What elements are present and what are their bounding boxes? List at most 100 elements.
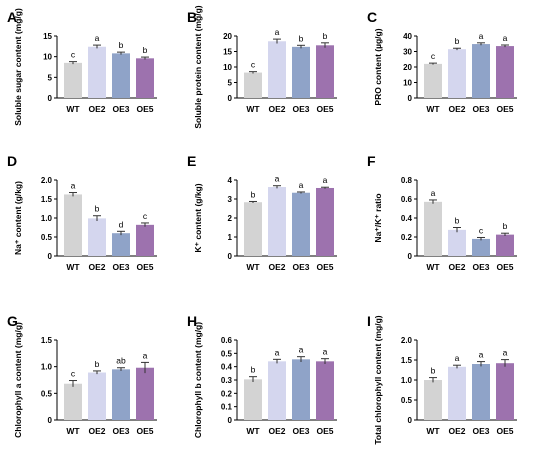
bar-wt <box>424 380 442 420</box>
significance-letter: b <box>95 204 100 214</box>
significance-letter: a <box>71 181 76 191</box>
bar-oe2 <box>88 218 106 256</box>
bar-wt <box>64 62 82 98</box>
y-axis-label: Chlorophyll a content (mg/g) <box>13 322 23 438</box>
significance-letter: c <box>71 50 76 60</box>
significance-letter: b <box>455 36 460 46</box>
panel-i: I Total chlorophyll content (mg/g) 0 0.5 1.0… <box>367 313 517 445</box>
significance-letter: c <box>143 211 148 221</box>
panel-label: A <box>7 9 17 25</box>
bar-oe5 <box>496 234 514 256</box>
significance-letter: a <box>299 345 304 355</box>
y-axis-label: Na⁺ content (g/kg) <box>13 181 23 255</box>
significance-letter: c <box>479 225 484 235</box>
significance-letter: d <box>119 219 124 229</box>
bar-oe2 <box>268 361 286 420</box>
x-tick-label: OE5 <box>496 104 513 114</box>
panel-label: I <box>367 313 371 329</box>
bar-oe2 <box>268 41 286 98</box>
x-tick-label: OE3 <box>292 262 309 272</box>
x-tick-label: OE5 <box>136 104 153 114</box>
y-tick-label: 0 <box>48 94 53 103</box>
y-tick-label: 3 <box>228 195 233 204</box>
significance-letter: a <box>503 348 508 358</box>
bar-oe3 <box>292 192 310 256</box>
panel-label: B <box>187 9 197 25</box>
x-tick-label: OE3 <box>472 426 489 436</box>
significance-letter: c <box>431 51 436 61</box>
significance-letter: b <box>251 365 256 375</box>
y-tick-label: 0.5 <box>401 396 413 405</box>
y-tick-label: 20 <box>223 32 232 41</box>
bar-oe5 <box>136 367 154 420</box>
y-tick-label: 0.4 <box>401 214 413 223</box>
y-tick-label: 1.5 <box>401 356 413 365</box>
y-tick-label: 0 <box>48 252 53 261</box>
significance-letter: b <box>95 359 100 369</box>
y-tick-label: 1.0 <box>401 376 413 385</box>
x-tick-label: OE3 <box>112 104 129 114</box>
y-tick-label: 0 <box>408 252 413 261</box>
significance-letter: b <box>143 45 148 55</box>
y-axis-label: Soluble protein content (mg/g) <box>193 5 203 128</box>
y-tick-label: 0 <box>48 416 53 425</box>
significance-letter: a <box>479 350 484 360</box>
x-tick-label: OE3 <box>112 262 129 272</box>
significance-letter: a <box>455 353 460 363</box>
x-tick-label: WT <box>66 104 80 114</box>
panel-label: G <box>7 313 18 329</box>
significance-letter: a <box>479 31 484 41</box>
significance-letter: b <box>431 366 436 376</box>
y-tick-label: 2.0 <box>41 176 53 185</box>
bar-wt <box>244 72 262 98</box>
bar-oe2 <box>448 366 466 420</box>
bar-wt <box>244 202 262 256</box>
y-tick-label: 0.5 <box>221 349 233 358</box>
bar-wt <box>424 201 442 256</box>
x-tick-label: OE3 <box>472 262 489 272</box>
y-tick-label: 0 <box>228 416 233 425</box>
x-tick-label: OE5 <box>316 426 333 436</box>
y-tick-label: 15 <box>43 32 52 41</box>
y-tick-label: 1.5 <box>41 336 53 345</box>
x-tick-label: OE3 <box>292 426 309 436</box>
significance-letter: a <box>323 175 328 185</box>
x-tick-label: OE3 <box>112 426 129 436</box>
x-tick-label: OE2 <box>88 262 105 272</box>
y-tick-label: 4 <box>228 176 233 185</box>
x-tick-label: WT <box>426 104 440 114</box>
y-tick-label: 10 <box>223 63 232 72</box>
y-tick-label: 0.5 <box>41 389 53 398</box>
bar-oe3 <box>292 46 310 98</box>
y-tick-label: 0.1 <box>221 403 233 412</box>
y-tick-label: 10 <box>403 79 412 88</box>
y-tick-label: 0.8 <box>401 176 413 185</box>
significance-letter: b <box>119 40 124 50</box>
significance-letter: a <box>275 27 280 37</box>
significance-letter: a <box>275 174 280 184</box>
y-axis-label: Soluble sugar content (mg/g) <box>13 8 23 126</box>
x-tick-label: OE2 <box>448 426 465 436</box>
x-tick-label: OE3 <box>292 104 309 114</box>
bar-oe3 <box>292 359 310 420</box>
panel-label: E <box>187 153 196 169</box>
significance-letter: b <box>503 221 508 231</box>
y-tick-label: 0.6 <box>401 195 413 204</box>
x-tick-label: WT <box>426 426 440 436</box>
y-tick-label: 0 <box>408 416 413 425</box>
x-tick-label: WT <box>66 262 80 272</box>
bar-oe2 <box>88 46 106 98</box>
y-tick-label: 0 <box>228 94 233 103</box>
x-tick-label: OE5 <box>496 426 513 436</box>
y-tick-label: 10 <box>43 53 52 62</box>
significance-letter: a <box>323 347 328 357</box>
bar-oe2 <box>448 229 466 256</box>
x-tick-label: OE2 <box>88 104 105 114</box>
panel-label: F <box>367 153 376 169</box>
significance-letter: b <box>455 216 460 226</box>
y-axis-label: K⁺ content (g/kg) <box>193 183 203 252</box>
significance-letter: b <box>251 189 256 199</box>
bar-oe2 <box>88 372 106 420</box>
